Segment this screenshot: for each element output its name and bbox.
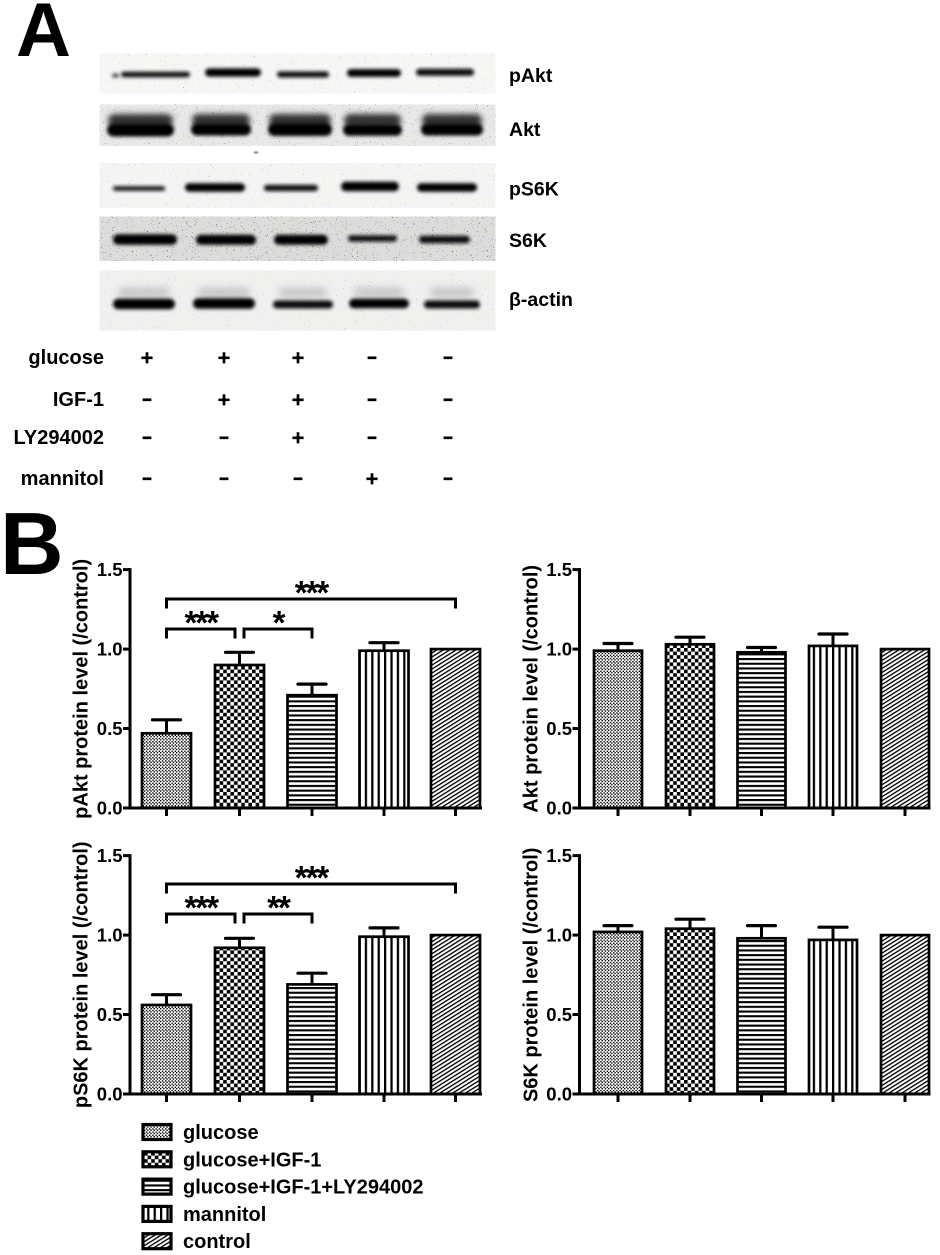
svg-text:β-actin: β-actin [509,289,573,311]
svg-text:pAkt: pAkt [509,65,553,87]
svg-text:0.0: 0.0 [97,1084,123,1105]
svg-text:0.0: 0.0 [546,1084,572,1105]
svg-text:0.0: 0.0 [546,798,572,819]
svg-text:1.0: 1.0 [546,925,572,946]
svg-text:IGF-1: IGF-1 [53,389,104,411]
svg-text:S6K protein level (/control): S6K protein level (/control) [521,848,543,1102]
svg-text:0.5: 0.5 [97,1004,123,1025]
svg-text:1.5: 1.5 [546,845,572,866]
svg-text:Akt protein level (/control): Akt protein level (/control) [521,565,543,813]
svg-text:glucose: glucose [28,347,104,369]
svg-text:0.5: 0.5 [546,718,572,739]
svg-text:S6K: S6K [509,230,547,252]
svg-text:1.0: 1.0 [546,639,572,660]
svg-text:1.5: 1.5 [546,559,572,580]
svg-text:glucose: glucose [183,1122,259,1144]
svg-text:***: *** [185,889,220,926]
svg-text:1.0: 1.0 [97,925,123,946]
svg-text:pAkt protein level (/control): pAkt protein level (/control) [70,559,92,819]
svg-text:glucose+IGF-1+LY294002: glucose+IGF-1+LY294002 [183,1177,424,1199]
svg-text:1.5: 1.5 [97,559,123,580]
svg-text:control: control [183,1231,251,1253]
svg-text:***: *** [295,574,330,611]
svg-text:glucose+IGF-1: glucose+IGF-1 [183,1149,321,1171]
svg-text:pS6K: pS6K [509,179,559,201]
svg-text:0.5: 0.5 [546,1004,572,1025]
svg-text:LY294002: LY294002 [14,427,104,449]
svg-text:B: B [0,494,64,593]
svg-text:mannitol: mannitol [183,1204,266,1226]
svg-text:**: ** [267,889,291,926]
svg-text:***: *** [295,859,330,896]
svg-text:A: A [16,0,71,73]
svg-text:***: *** [185,604,220,641]
svg-text:1.0: 1.0 [97,639,123,660]
svg-text:0.5: 0.5 [97,718,123,739]
svg-text:1.5: 1.5 [97,845,123,866]
svg-text:Akt: Akt [509,119,541,141]
svg-text:0.0: 0.0 [97,798,123,819]
svg-text:mannitol: mannitol [21,468,104,490]
svg-text:pS6K protein level (/control): pS6K protein level (/control) [70,841,92,1108]
